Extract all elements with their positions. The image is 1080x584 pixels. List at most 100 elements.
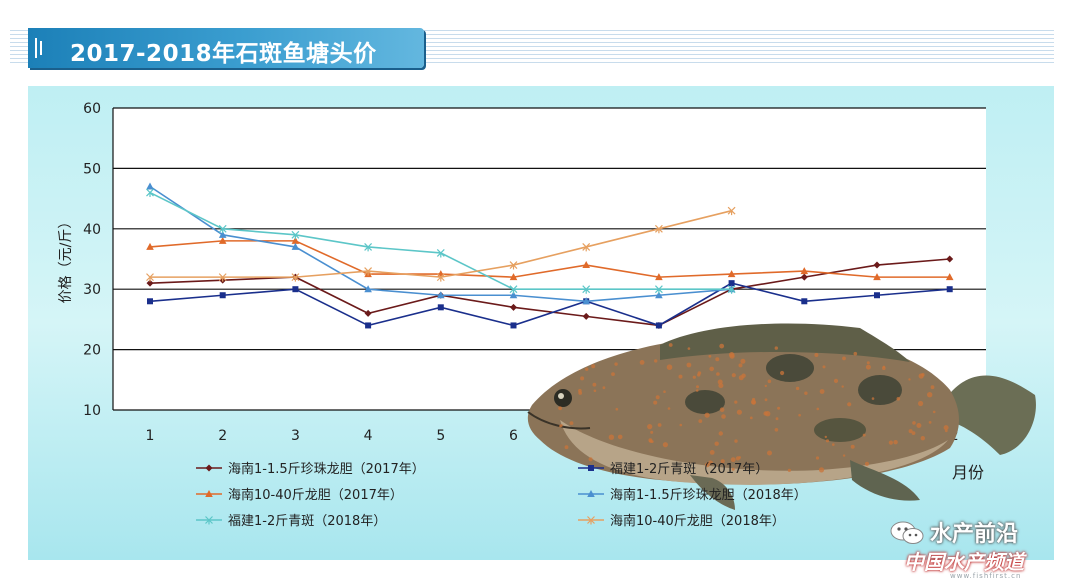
legend-marker [205, 490, 213, 497]
watermark-url: www.fishfirst.cn [950, 572, 1022, 580]
data-point [218, 236, 227, 244]
legend-label: 海南1-1.5斤珍珠龙胆（2018年） [610, 487, 807, 503]
legend-label: 海南1-1.5斤珍珠龙胆（2017年） [228, 461, 425, 477]
data-point [291, 236, 300, 244]
data-point [509, 291, 518, 299]
legend-item: 海南1-1.5斤珍珠龙胆（2017年） [196, 461, 425, 477]
watermark: 水产前沿 中国水产频道 www.fishfirst.cn [890, 516, 1070, 580]
data-point [218, 224, 227, 234]
series-lines [146, 182, 954, 329]
data-point [219, 292, 226, 299]
data-point [218, 230, 227, 238]
legend-label: 福建1-2斤青斑（2017年） [610, 462, 768, 477]
data-point [655, 291, 663, 299]
data-point [654, 285, 663, 294]
data-point [146, 279, 154, 287]
legend-marker [588, 465, 594, 471]
data-point [727, 285, 736, 294]
data-point [510, 303, 517, 311]
data-point [873, 261, 881, 269]
data-point [801, 298, 808, 305]
data-point [436, 273, 445, 282]
x-tick-label: 6 [509, 428, 518, 444]
data-point [292, 286, 299, 293]
data-point [655, 273, 663, 281]
data-point [364, 285, 372, 293]
data-point [655, 322, 662, 329]
data-point [218, 273, 227, 282]
legend-item: 海南10-40斤龙胆（2018年） [578, 513, 785, 529]
watermark-channel: 中国水产频道 [904, 550, 1024, 574]
legend-label: 海南10-40斤龙胆（2018年） [610, 513, 785, 529]
grouper-fish-illustration [527, 323, 1036, 510]
series-line [149, 240, 950, 278]
data-point [727, 270, 736, 278]
data-point [437, 304, 444, 311]
y-tick-label: 10 [83, 403, 101, 419]
data-point [582, 285, 591, 294]
y-tick-label: 40 [83, 222, 101, 238]
data-point [146, 182, 154, 190]
y-tick-label: 50 [83, 161, 101, 177]
data-point [364, 242, 373, 252]
series-4 [146, 182, 736, 305]
legend-item: 福建1-2斤青斑（2017年） [578, 462, 768, 477]
data-point [509, 273, 518, 281]
data-point [874, 292, 880, 299]
series-5 [146, 188, 736, 294]
data-point [946, 255, 954, 263]
data-point [800, 273, 808, 281]
chat-bubble-icon [890, 521, 924, 544]
x-tick-label: 4 [364, 428, 373, 444]
x-tick-label: 5 [436, 428, 445, 444]
data-point [582, 242, 591, 252]
data-point [800, 267, 809, 275]
data-point [291, 230, 300, 240]
x-tick-label: 2 [218, 428, 227, 444]
legend-marker [205, 516, 213, 525]
data-point [946, 286, 953, 293]
data-point [147, 298, 153, 305]
legend-marker [205, 464, 213, 472]
title-marks [35, 38, 42, 58]
data-point [509, 261, 518, 270]
data-point [873, 273, 881, 281]
series-2 [147, 280, 953, 329]
x-axis-label: 月份 [952, 463, 984, 482]
series-3 [146, 236, 954, 281]
data-point [582, 261, 590, 269]
data-point [146, 273, 154, 282]
data-point [291, 273, 300, 282]
data-point [146, 242, 154, 250]
data-point [291, 242, 300, 250]
legend-label: 海南10-40斤龙胆（2017年） [228, 487, 403, 503]
data-point [728, 280, 735, 287]
data-point [510, 322, 517, 329]
legend-item: 海南10-40斤龙胆（2017年） [196, 487, 403, 503]
x-tick-label: 3 [291, 428, 300, 444]
data-point [582, 297, 590, 305]
y-tick-label: 30 [83, 282, 101, 298]
y-axis-label: 价格（元/斤） [58, 215, 74, 304]
legend-item: 海南1-1.5斤珍珠龙胆（2018年） [578, 487, 807, 503]
y-tick-label: 20 [83, 343, 101, 359]
data-point [365, 322, 372, 329]
chart-title: 2017-2018年石斑鱼塘头价 [70, 41, 377, 67]
y-tick-label: 60 [83, 101, 101, 117]
data-point [654, 224, 663, 234]
series-6 [146, 206, 736, 282]
title-banner: 2017-2018年石斑鱼塘头价 [28, 28, 424, 68]
legend-marker [587, 516, 595, 525]
data-point [945, 273, 954, 281]
legend-item: 福建1-2斤青斑（2018年） [196, 514, 386, 529]
data-point [364, 309, 372, 317]
data-point [437, 291, 445, 299]
legend-marker [587, 490, 595, 497]
data-point [436, 249, 445, 258]
x-tick-label: 1 [146, 428, 155, 444]
data-point [727, 206, 736, 216]
legend: 海南1-1.5斤珍珠龙胆（2017年） 福建1-2斤青斑（2017年） 海南10-4… [196, 461, 807, 529]
legend-label: 福建1-2斤青斑（2018年） [228, 514, 386, 529]
data-point [582, 312, 590, 320]
